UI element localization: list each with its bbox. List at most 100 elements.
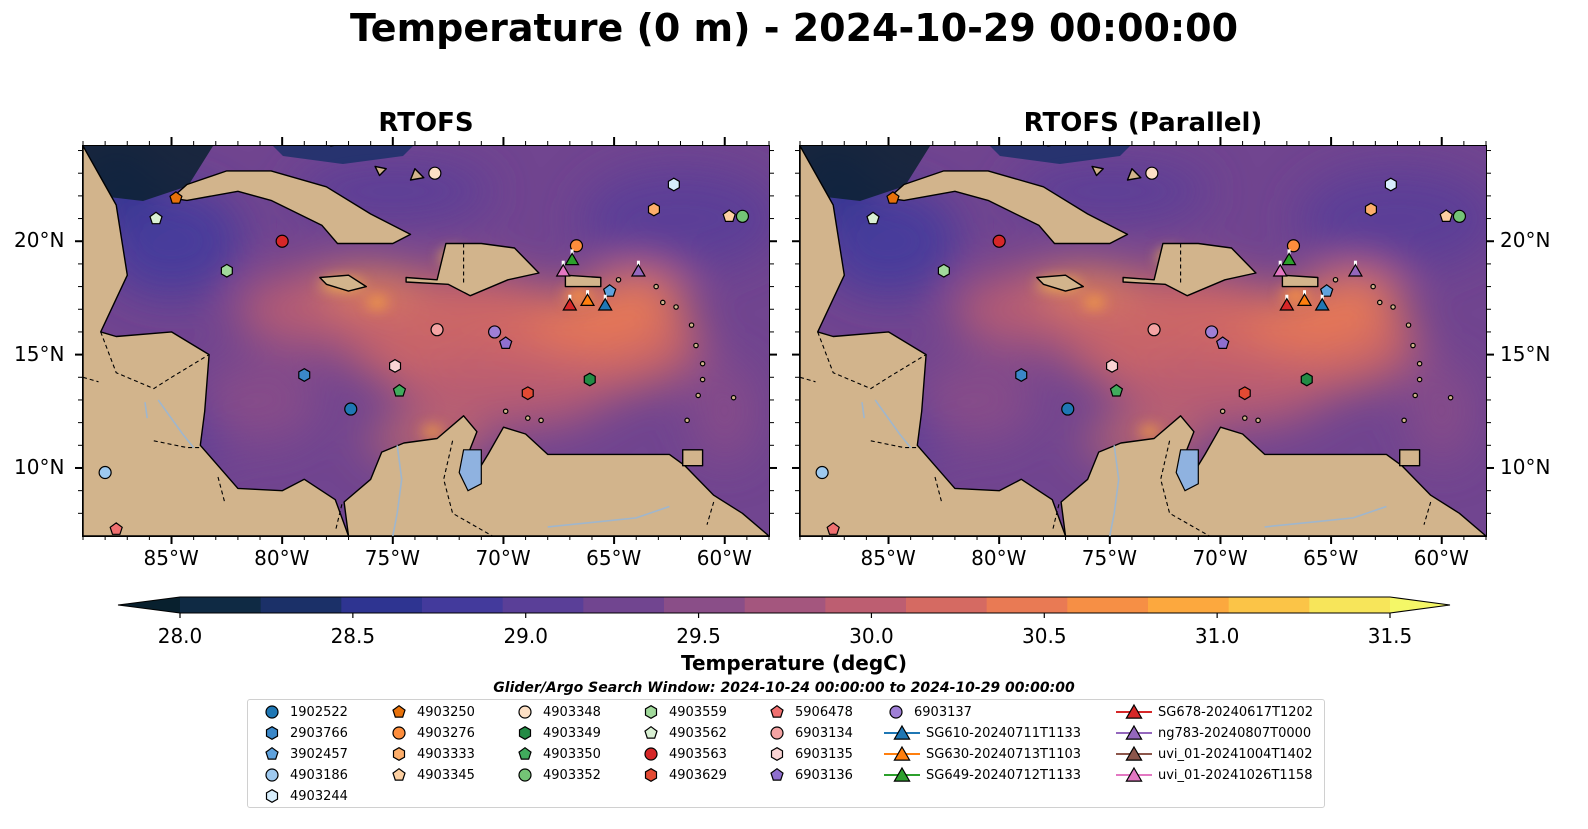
legend-marker-hexagon: [392, 747, 406, 761]
colorbar-label: Temperature (degC): [681, 651, 907, 675]
marker-4903563: [992, 234, 1006, 248]
legend-marker-triangle: [1116, 766, 1152, 782]
legend-marker-hexagon: [265, 789, 279, 803]
marker-ng783-20240807T0000: [1347, 263, 1363, 277]
marker-4903250: [169, 191, 183, 204]
legend-marker-hexagon: [518, 726, 532, 740]
legend-symbol: [518, 705, 532, 719]
lon-tick-label: 80°W: [254, 546, 310, 570]
colorbar-under-extension: [118, 597, 180, 613]
legend-label: 4903563: [669, 746, 727, 762]
colorbar-tick-label: 28.0: [157, 624, 203, 648]
marker-4903629: [1238, 386, 1251, 401]
marker-SG610-20240711T1133: [597, 297, 613, 311]
legend-marker-circle: [770, 726, 784, 740]
map-rtofs-parallel-svg: [800, 146, 1486, 536]
marker-4903333: [647, 202, 661, 217]
colorbar-tick-label: 29.0: [503, 624, 548, 648]
legend-marker-hexagon: [265, 726, 279, 740]
colorbar-tick-label: 28.5: [330, 624, 376, 648]
marker-SG610-20240711T1133: [1314, 297, 1330, 311]
map-panel-rtofs[interactable]: [82, 145, 770, 537]
legend-item: ng783-20240807T0000: [1116, 723, 1311, 743]
marker-4903244: [667, 177, 680, 192]
legend-label: 2903766: [290, 725, 348, 741]
marker-4903244: [1384, 177, 1397, 192]
colorbar-segment: [906, 597, 988, 613]
legend-item: 4903349: [513, 723, 601, 743]
legend-label: SG610-20240711T1133: [926, 725, 1082, 741]
legend-symbol: [265, 746, 279, 760]
colorbar-tick-label: 29.5: [676, 624, 721, 648]
marker-uvi_01-20241026T1158: [1272, 263, 1288, 277]
legend-symbol: [893, 766, 911, 782]
marker-6903137: [1205, 325, 1219, 339]
marker-uvi_01-20241026T1158: [555, 263, 571, 277]
legend-symbol: [265, 726, 279, 740]
legend-marker-hexagon: [644, 768, 658, 782]
lon-tick-label: 75°W: [364, 546, 421, 570]
legend-symbol: [392, 747, 406, 761]
legend-item: 4903562: [639, 723, 727, 743]
lon-tick-label: 70°W: [475, 546, 531, 570]
legend-item: 6903134: [765, 723, 853, 743]
legend-label: 4903352: [543, 767, 601, 783]
legend-label: 4903629: [669, 767, 727, 783]
legend-item: 4903629: [639, 765, 727, 785]
legend-label: 6903134: [795, 725, 853, 741]
legend-symbol: [265, 789, 279, 803]
legend-item: SG630-20240713T1103: [884, 744, 1081, 764]
marker-4903629: [521, 386, 534, 401]
lat-tick-label: 15°N: [1500, 341, 1551, 366]
panel-title-rtofs-parallel: RTOFS (Parallel): [1023, 108, 1263, 138]
map-panel-rtofs-parallel[interactable]: [799, 145, 1487, 537]
legend-item: 4903348: [513, 702, 601, 722]
colorbar-segment: [1067, 597, 1149, 613]
marker-4903186: [815, 465, 829, 480]
legend-label: 4903350: [543, 746, 601, 762]
search-window-text: Glider/Argo Search Window: 2024-10-24 00…: [493, 680, 1075, 696]
land-masses: [800, 146, 1486, 536]
marker-4903186: [98, 465, 112, 480]
lon-tick-label: 60°W: [1413, 546, 1469, 570]
legend-symbol: [770, 726, 784, 740]
marker-SG630-20240713T1103: [579, 293, 596, 306]
legend-symbol: [518, 726, 532, 740]
marker-6903137: [488, 325, 502, 339]
legend: 1902522 2903766 3902457 4903186 4903244 49032…: [247, 699, 1325, 808]
legend-marker-circle: [518, 768, 532, 782]
legend-label: 6903135: [795, 746, 853, 762]
lon-tick-label: 80°W: [971, 546, 1027, 570]
legend-symbol: [392, 767, 406, 781]
legend-symbol: [518, 768, 532, 782]
legend-item: 1902522: [260, 702, 348, 722]
marker-4903559: [220, 263, 233, 278]
marker-6903134: [1147, 323, 1161, 337]
legend-marker-circle: [265, 705, 279, 719]
legend-marker-triangle: [884, 724, 920, 740]
legend-symbol: [518, 746, 532, 760]
colorbar-segment: [825, 597, 907, 613]
legend-item: SG678-20240617T1202: [1116, 702, 1313, 722]
legend-label: SG678-20240617T1202: [1158, 704, 1314, 720]
marker-SG649-20240712T1133: [564, 252, 580, 266]
marker-4903562: [866, 211, 880, 225]
marker-3902457: [602, 284, 617, 297]
legend-label: 4903276: [417, 725, 475, 741]
legend-marker-circle: [644, 747, 658, 761]
legend-label: 4903250: [417, 704, 475, 720]
legend-symbol: [392, 704, 406, 718]
legend-label: uvi_01-20241026T1158: [1158, 767, 1313, 783]
marker-1902522: [1061, 402, 1075, 416]
marker-4903348: [1145, 166, 1159, 180]
colorbar-segment: [664, 597, 746, 613]
legend-symbol: [265, 705, 279, 719]
lat-tick-label: 10°N: [1500, 454, 1551, 479]
lon-tick-label: 75°W: [1081, 546, 1138, 570]
legend-item: 4903276: [387, 723, 475, 743]
marker-4903350: [392, 383, 407, 397]
legend-label: 4903559: [669, 704, 727, 720]
marker-SG678-20240617T1202: [562, 297, 578, 311]
marker-6903135: [1106, 358, 1119, 373]
legend-marker-pentagon: [770, 704, 784, 718]
